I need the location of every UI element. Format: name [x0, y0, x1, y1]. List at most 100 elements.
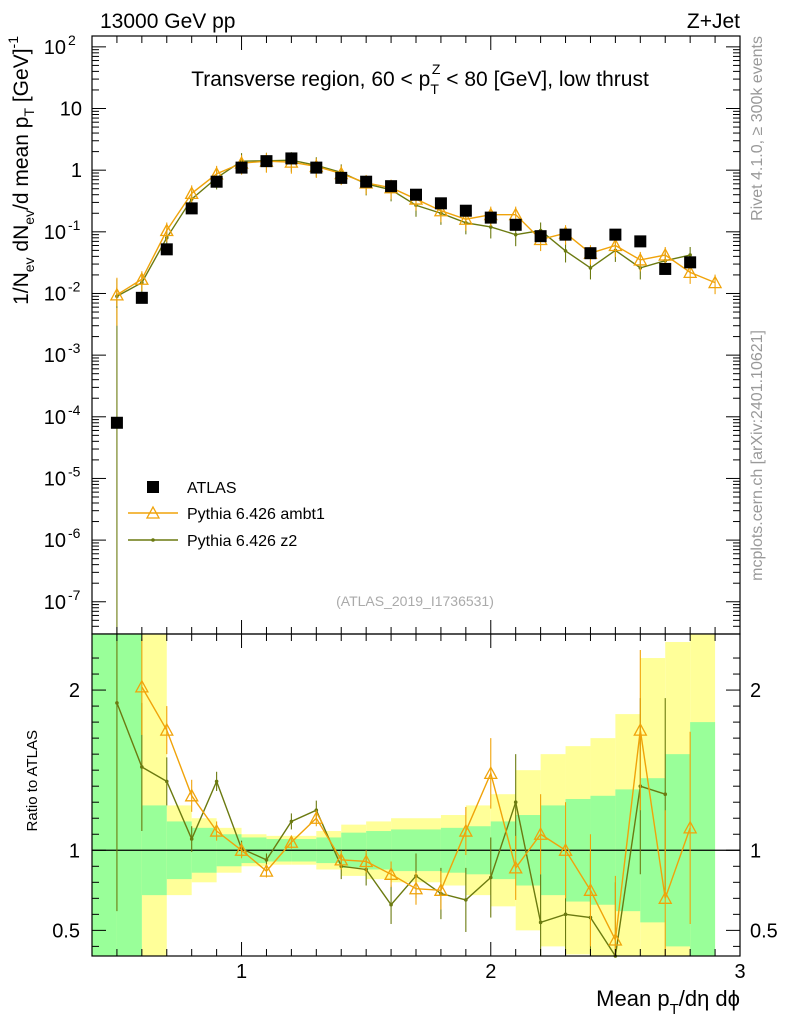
data-point-atlas [484, 211, 497, 224]
side-mcplots: mcplots.cern.ch [arXiv:2401.10621] [749, 330, 766, 581]
watermark: (ATLAS_2019_I1736531) [336, 593, 494, 609]
marker-ambt1 [159, 223, 174, 237]
data-point-atlas [160, 243, 173, 256]
data-point-atlas [559, 228, 572, 241]
ratio-tick-label: 1 [69, 840, 80, 862]
ratio-marker-z2 [563, 912, 568, 917]
marker-z2 [513, 232, 518, 237]
ratio-marker-z2 [538, 920, 543, 925]
marker-ambt1 [458, 211, 473, 225]
ratio-marker-ambt1 [583, 882, 598, 896]
marker-ambt1 [658, 247, 673, 261]
data-point-atlas [385, 180, 398, 193]
y-tick-label-exponent: -6 [68, 525, 81, 541]
data-point-atlas [410, 188, 422, 201]
y-label-a-sub: ev [21, 257, 37, 272]
y-label-b: dN [10, 225, 33, 258]
legend-label-z2: Pythia 6.426 z2 [187, 533, 297, 550]
ratio-marker-ambt1 [408, 881, 424, 895]
data-point-atlas [459, 204, 472, 217]
marker-ambt1 [134, 271, 149, 285]
marker-ambt1 [433, 203, 449, 217]
legend-label-atlas: ATLAS [187, 480, 237, 497]
plot-title-sup: Z [432, 61, 441, 77]
ratio-marker-ambt1 [633, 722, 648, 736]
y-tick-label: 10 [44, 345, 66, 367]
y-label-d-sup: -1 [5, 36, 21, 49]
ratio-tick-label-right: 2 [750, 680, 761, 702]
ratio-marker-z2 [389, 902, 393, 907]
data-point-atlas [310, 161, 323, 174]
plot-title-prefix: Transverse region, 60 < p [191, 68, 430, 91]
band-green-bin [690, 722, 716, 956]
ratio-marker-z2 [140, 765, 144, 769]
y-tick-label: 10 [44, 530, 66, 552]
ratio-marker-ambt1 [658, 890, 673, 904]
ratio-marker-ambt1 [359, 854, 374, 868]
data-point-atlas [135, 291, 148, 304]
y-label-c: /d mean p [10, 117, 33, 210]
marker-ambt1 [184, 186, 199, 200]
y-tick-label: 10 [44, 468, 66, 490]
y-tick-label-exponent: -3 [68, 340, 81, 356]
ratio-marker-ambt1 [184, 788, 199, 802]
ratio-marker-z2 [115, 701, 119, 705]
marker-ambt1 [683, 265, 698, 279]
data-point-atlas [609, 228, 622, 241]
ratio-marker-z2 [513, 800, 518, 805]
marker-ambt1 [707, 275, 723, 289]
y-tick-label-exponent: -7 [68, 587, 81, 603]
legend: ATLAS Pythia 6.426 ambt1 Pythia 6.426 z2 [128, 480, 325, 550]
ratio-marker-z2 [464, 898, 468, 902]
y-label-c-sub: T [21, 108, 37, 117]
ratio-marker-ambt1 [383, 866, 399, 880]
ratio-marker-ambt1 [458, 823, 473, 837]
ratio-marker-z2 [289, 819, 294, 824]
y-tick-label-exponent: -2 [68, 278, 81, 294]
marker-ambt1 [608, 238, 623, 252]
ratio-marker-ambt1 [683, 820, 698, 834]
ratio-tick-label: 0.5 [52, 920, 80, 942]
marker-z2 [588, 266, 593, 270]
ratio-marker-ambt1 [259, 863, 274, 877]
y-tick-label: 10 [44, 407, 66, 429]
y-tick-label-exponent: -1 [68, 217, 81, 233]
ratio-marker-ambt1 [508, 860, 523, 874]
x-label-a-sub: T [670, 1001, 679, 1018]
series-line-z2 [116, 159, 691, 297]
y-tick-label: 10 [44, 37, 66, 59]
ratio-marker-z2 [264, 858, 269, 862]
data-point-atlas [185, 202, 198, 215]
ratio-marker-ambt1 [334, 852, 349, 866]
marker-ambt1 [109, 287, 125, 301]
ratio-marker-z2 [164, 779, 169, 784]
ratio-marker-z2 [488, 875, 493, 880]
data-point-atlas [509, 218, 522, 231]
ratio-marker-ambt1 [134, 679, 149, 693]
x-label-b: /dη dϕ [679, 986, 740, 1011]
x-axis-label: Mean pT/dη dϕ [596, 986, 740, 1018]
y-tick-label: 10 [44, 283, 66, 305]
y-tick-label: 1 [71, 160, 82, 182]
y-tick-label-exponent: -5 [68, 463, 81, 479]
plot-title-suffix: < 80 [GeV], low thrust [440, 68, 649, 91]
data-point-atlas [260, 155, 273, 168]
y-tick-label: 10 [44, 592, 66, 614]
plot-title: Transverse region, 60 < pTZ < 80 [GeV], … [191, 61, 649, 97]
y-tick-label: 10 [60, 99, 82, 121]
ratio-marker-z2 [663, 792, 668, 796]
legend-marker-atlas [147, 481, 159, 493]
y-axis-label: 1/Nev dNev/d mean pT [GeV]-1 [5, 36, 37, 305]
ratio-marker-z2 [189, 837, 194, 841]
data-point-atlas [434, 197, 447, 210]
ratio-marker-ambt1 [284, 834, 299, 848]
plot-title-sub: T [430, 81, 439, 97]
data-point-atlas [210, 175, 223, 188]
band-green-bin [92, 634, 117, 956]
data-point-atlas [584, 247, 597, 260]
data-point-atlas [634, 235, 647, 248]
y-label-b-sub: ev [21, 210, 37, 225]
ratio-marker-ambt1 [209, 823, 224, 837]
